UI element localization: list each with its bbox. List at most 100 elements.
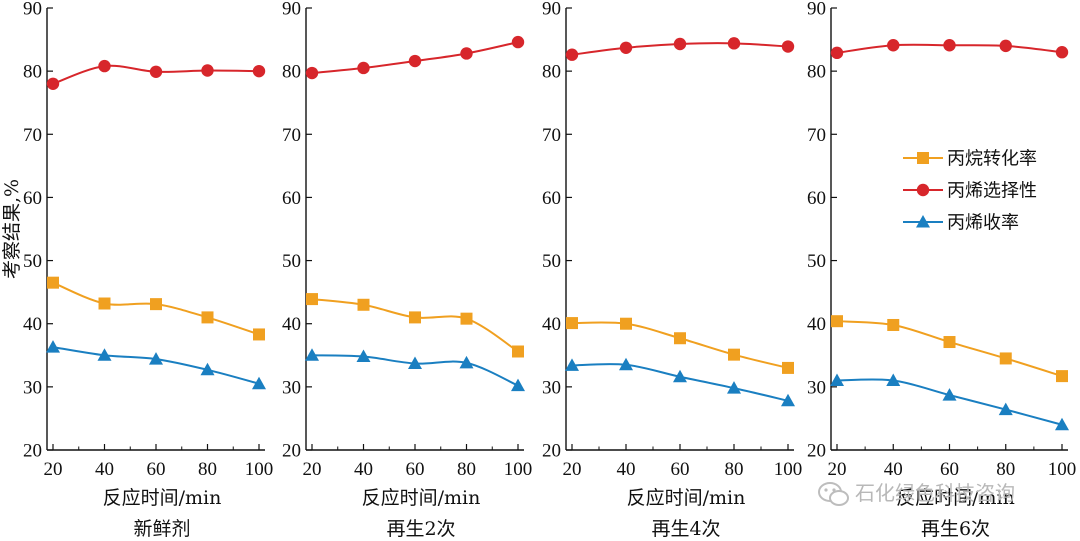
panel-1-ytick-label: 90 [23,0,42,20]
panel-2-caption: 再生2次 [386,518,455,540]
panel-4-caption: 再生6次 [921,518,990,540]
panel-3-series-2-point [673,37,687,51]
panel-3-ytick-label: 40 [542,314,561,335]
panel-2-series-1-point [512,345,524,358]
panel-4-series-2-point [999,39,1012,53]
panel-4-ytick-label: 90 [807,0,826,20]
panel-1-series-2-point [46,77,60,90]
y-axis-title: 考察结果,% [1,179,23,279]
panel-4-series-2-point [887,39,900,52]
panel-3-series-3-point [619,357,633,371]
panel-4-series-1-point [887,318,900,331]
panel-1-ytick-label: 70 [23,125,42,146]
panel-3-ytick-label: 60 [542,188,561,209]
panel-3-xtick-label: 20 [563,459,582,480]
watermark-text: 石化绿色科技咨询 [855,481,1015,505]
panel-2-ytick-label: 60 [282,188,301,209]
panel-1-series-1-point [150,298,162,311]
panel-4-series-3-point [998,402,1013,416]
panel-1-xtick-label: 40 [95,459,114,480]
panel-2-series-1-line [311,298,519,353]
panel-1-series-2-point [252,64,266,78]
panel-4-series-1-point [943,336,956,349]
panel-3-series-1-point [566,317,578,330]
panel-3-series-2-point [727,37,741,50]
panel-2-xtick-label: 80 [457,459,476,480]
panel-4-xtick-label: 80 [996,459,1015,480]
panel-2-xtick-label: 100 [504,459,533,480]
panel-4-xlabel: 反应时间/min [896,487,1015,509]
panel-1-xlabel: 反应时间/min [103,487,222,509]
panel-2-xtick-label: 20 [303,459,322,480]
panel-4-series-2-point [830,46,844,60]
panel-1-ytick-label: 50 [23,251,42,272]
axes-layer [46,7,1068,451]
panel-4-series-1-line [836,320,1063,378]
panel-3-ytick-label: 70 [542,125,561,146]
panel-1-ytick-label: 40 [23,314,42,335]
panel-3-xlabel: 反应时间/min [627,487,746,509]
panel-2-series-1-point [306,293,318,306]
panel-2-series-3-point [511,378,525,392]
panel-3-ytick-label: 50 [542,251,561,272]
panel-2-ytick-label: 50 [282,251,301,272]
panel-2-series-1-point [460,312,473,325]
panel-3-series-2-point [619,41,633,54]
panel-4-xtick-label: 40 [884,459,903,480]
panel-2-ytick-label: 30 [282,377,301,398]
panel-3-series-3-point [781,393,795,407]
panel-1-series-1-point [47,276,59,289]
panel-2-ytick-label: 80 [282,62,301,83]
panel-3-series-2-point [565,48,579,61]
panel-3-series-3-point [727,381,741,394]
panel-4-xtick-label: 100 [1048,459,1077,480]
panel-2-xtick-label: 40 [354,459,373,480]
panel-4-series-3-point [1055,417,1069,431]
panel-2-series-2-point [305,66,319,80]
panel-2-ytick-label: 70 [282,125,301,146]
panel-3-series-1-point [782,361,794,374]
panel-3-ytick-label: 20 [542,441,561,462]
panel-2-ytick-label: 90 [282,0,301,20]
panel-4-series-3-point [830,373,844,387]
panel-3-xtick-label: 100 [774,459,803,480]
panel-1-series-3-point [252,376,266,390]
panel-2-series-3-point [408,356,422,369]
panel-3-series-3-point [565,358,579,371]
panel-4-ytick-label: 60 [807,188,826,209]
panel-2-ytick-label: 40 [282,314,301,335]
panel-4-ytick-label: 80 [807,62,826,83]
panel-4-series-2-point [943,39,956,52]
panel-4-series-1-point [1056,370,1068,383]
panel-4-series-2-point [1055,46,1069,59]
panel-2-xlabel: 反应时间/min [362,487,481,509]
legend-marker-2 [916,183,930,197]
panel-2-series-2-point [357,61,370,75]
panel-2-ytick-label: 20 [282,441,301,462]
panel-4-xtick-label: 20 [828,459,847,480]
legend-label-1: 丙烷转化率 [947,149,1037,170]
panel-1-series-3-point [149,352,163,365]
panel-1-series-3-point [46,340,60,353]
panel-3-ytick-label: 30 [542,377,561,398]
panel-3-series-3-line [571,363,789,402]
panel-1-xtick-label: 80 [198,459,217,480]
panel-2-series-2-point [408,54,422,68]
panel-2-series-3-point [356,349,371,363]
panel-1-xtick-label: 20 [44,459,63,480]
panel-4-series-3-line [836,378,1063,426]
panel-1-ytick-label: 80 [23,62,42,83]
legend-marker-1 [917,152,929,164]
panel-2-series-2-point [460,47,473,60]
panel-3-xtick-label: 40 [617,459,636,480]
panel-2-series-3-point [459,355,474,369]
panel-1-ytick-label: 30 [23,377,42,398]
panel-4-ytick-label: 40 [807,314,826,335]
legend-label-3: 丙烯收率 [947,213,1019,234]
panel-4-series-1-point [831,315,843,328]
panel-1-xtick-label: 100 [245,459,274,480]
panel-3-caption: 再生4次 [651,518,720,540]
